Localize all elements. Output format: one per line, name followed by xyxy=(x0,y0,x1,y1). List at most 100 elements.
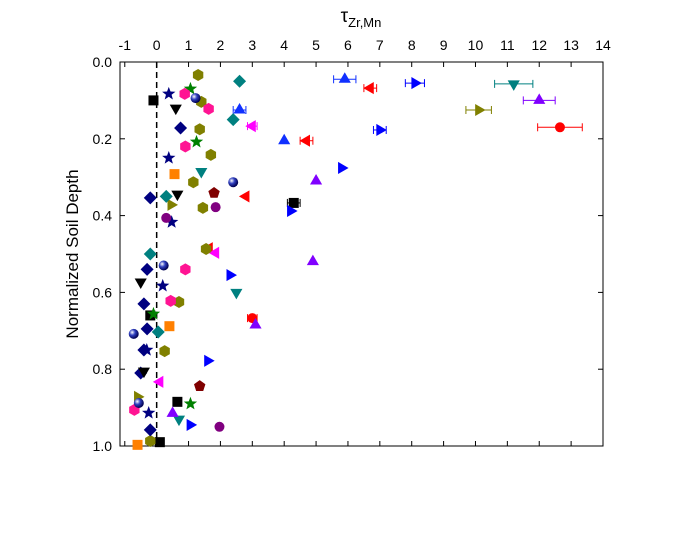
marker xyxy=(164,321,175,332)
marker xyxy=(193,380,206,391)
x-tick-label: 10 xyxy=(468,37,484,53)
marker xyxy=(200,243,212,256)
x-label-sub: Zr,Mn xyxy=(348,15,381,30)
marker xyxy=(288,197,299,208)
marker xyxy=(189,134,204,148)
y-tick-label: 0.0 xyxy=(93,54,113,70)
marker xyxy=(171,190,184,202)
marker xyxy=(148,95,159,106)
marker xyxy=(226,113,240,127)
marker xyxy=(194,123,205,136)
marker xyxy=(287,204,298,218)
marker xyxy=(245,120,256,133)
marker xyxy=(190,93,201,104)
marker xyxy=(137,367,150,379)
x-tick-label: 6 xyxy=(344,37,352,53)
marker xyxy=(180,140,191,153)
x-tick-label: 7 xyxy=(376,37,384,53)
x-tick-label: 4 xyxy=(280,37,288,53)
x-tick-label: 8 xyxy=(408,37,416,53)
marker xyxy=(140,322,154,336)
y-tick-label: 0.6 xyxy=(93,284,113,300)
marker xyxy=(169,169,180,180)
marker xyxy=(166,406,179,417)
marker xyxy=(228,177,239,188)
marker xyxy=(249,318,262,329)
marker xyxy=(183,81,198,95)
marker xyxy=(203,102,214,115)
marker xyxy=(210,202,221,213)
y-tick-label: 0.8 xyxy=(93,361,113,377)
marker xyxy=(158,260,169,271)
marker xyxy=(162,151,176,164)
marker xyxy=(151,325,165,339)
marker xyxy=(554,122,565,133)
marker xyxy=(152,375,164,388)
marker xyxy=(475,103,486,117)
marker xyxy=(186,418,198,431)
marker xyxy=(143,191,157,205)
x-tick-label: 13 xyxy=(563,37,579,53)
y-tick-label: 0.2 xyxy=(93,131,113,147)
marker xyxy=(533,93,546,104)
marker xyxy=(140,262,154,276)
marker xyxy=(169,104,182,116)
marker xyxy=(142,405,156,419)
marker xyxy=(179,87,190,100)
marker xyxy=(233,74,247,88)
marker xyxy=(180,263,191,276)
marker xyxy=(411,77,422,90)
marker xyxy=(338,161,349,175)
marker xyxy=(208,246,220,259)
x-label-main: τ xyxy=(341,6,349,27)
marker xyxy=(226,269,237,282)
marker xyxy=(165,294,176,307)
marker xyxy=(140,343,154,356)
marker xyxy=(174,121,188,135)
x-tick-label: 5 xyxy=(312,37,320,53)
marker xyxy=(338,72,351,83)
x-tick-label: 1 xyxy=(185,37,193,53)
marker xyxy=(132,439,143,450)
marker xyxy=(172,415,186,427)
marker xyxy=(306,254,319,266)
y-tick-label: 1.0 xyxy=(93,438,113,454)
marker xyxy=(172,396,183,407)
marker xyxy=(146,306,161,320)
marker xyxy=(173,296,185,308)
x-tick-label: 3 xyxy=(248,37,256,53)
x-tick-label: 14 xyxy=(595,37,611,53)
marker xyxy=(233,103,246,114)
marker xyxy=(208,186,220,198)
y-axis-label: Normalized Soil Depth xyxy=(63,169,82,338)
x-tick-label: 9 xyxy=(440,37,448,53)
marker xyxy=(145,435,156,448)
marker xyxy=(143,423,157,437)
marker xyxy=(507,80,520,91)
x-tick-label: 12 xyxy=(531,37,547,53)
marker xyxy=(214,421,225,432)
marker xyxy=(363,82,374,95)
x-tick-label: 11 xyxy=(500,37,515,53)
marker xyxy=(230,288,243,300)
marker xyxy=(310,174,323,185)
marker xyxy=(161,212,172,223)
plot-frame xyxy=(119,61,604,447)
x-tick-label: 2 xyxy=(217,37,225,53)
marker xyxy=(197,201,209,214)
marker xyxy=(154,437,165,448)
marker xyxy=(137,297,151,311)
marker xyxy=(164,215,179,228)
marker xyxy=(159,189,173,203)
marker xyxy=(238,190,250,203)
x-tick-label: -1 xyxy=(119,37,132,53)
marker xyxy=(133,397,144,408)
x-axis-label: τZr,Mn xyxy=(341,6,382,30)
marker xyxy=(278,133,291,145)
y-tick-label: 0.4 xyxy=(93,208,113,224)
marker xyxy=(205,148,217,161)
x-tick-label: 0 xyxy=(153,37,161,53)
marker xyxy=(299,134,311,147)
marker xyxy=(167,198,179,211)
